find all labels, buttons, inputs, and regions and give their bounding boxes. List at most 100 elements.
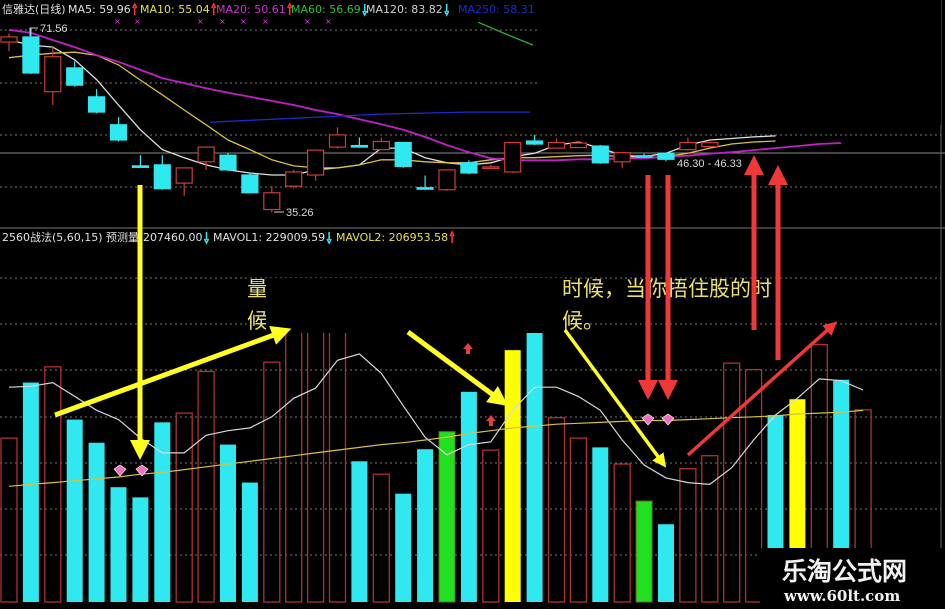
low-price-marker: 35.26 <box>274 207 314 219</box>
candle-body <box>504 141 522 173</box>
ma5-label: MA5: 59.96 <box>68 3 131 16</box>
yellow-arrows <box>54 185 667 468</box>
candle <box>460 160 478 174</box>
volume-bar <box>372 473 390 603</box>
volume-bar <box>241 482 258 602</box>
trend-up-icon <box>132 2 138 15</box>
watermark-background <box>760 548 945 609</box>
volume-bar <box>460 391 477 602</box>
candle-body <box>482 166 500 169</box>
annotation-line2-start: 候 <box>247 309 268 333</box>
volume-bar <box>306 329 325 603</box>
candle-body <box>350 144 368 148</box>
volume-bar <box>88 442 105 602</box>
volume-bar <box>635 500 653 603</box>
small-up-signals <box>463 343 496 426</box>
redaction-box <box>266 278 562 333</box>
volume-bar <box>833 379 850 602</box>
range-price-label: 46.30 - 46.33 <box>677 158 742 170</box>
candle <box>438 169 456 191</box>
annotation-line2-end: 候。 <box>562 309 604 333</box>
price-header-trend-icons <box>132 2 450 17</box>
low-price-label: 35.26 <box>286 207 314 219</box>
line-mavol1 <box>8 353 864 486</box>
ma-line-ma250 <box>209 111 530 123</box>
arrow-down-right-icon <box>406 329 509 406</box>
candle-body <box>438 169 456 191</box>
price-header: 信雅达(日线) MA5: 59.96 MA10: 55.04 MA20: 50.… <box>2 2 535 16</box>
candle-body <box>394 141 412 167</box>
stock-name: 信雅达(日线) <box>2 2 66 16</box>
candle-body <box>0 36 18 43</box>
candle <box>0 33 18 52</box>
overlay-mask <box>540 0 941 125</box>
high-price-marker: 71.56 <box>29 23 68 36</box>
candle-body <box>87 96 106 113</box>
trend-up-icon <box>449 230 455 243</box>
trend-down-icon <box>362 4 368 17</box>
diamond-icon <box>641 413 655 426</box>
volume-bar <box>569 437 588 603</box>
volume-bar <box>328 329 347 603</box>
candle <box>701 141 719 148</box>
candle <box>657 152 675 162</box>
trend-down-icon <box>444 4 450 17</box>
volume-bar <box>0 437 18 603</box>
candle <box>153 155 171 190</box>
red-arrows <box>638 155 838 457</box>
candle <box>241 172 259 194</box>
trend-down-icon <box>326 232 332 245</box>
x-mark-icon: × <box>325 17 332 26</box>
volume-bar <box>110 487 127 602</box>
candle <box>350 137 368 148</box>
x-mark-icon: × <box>304 17 311 26</box>
x-mark-icon: × <box>197 17 204 26</box>
candle <box>197 146 215 170</box>
small-up-arrow-icon <box>486 415 496 426</box>
candle <box>263 186 281 213</box>
volume-bar <box>66 419 83 602</box>
candle-body <box>109 124 128 141</box>
ma-line-ma20 <box>8 28 842 162</box>
candle-body <box>613 152 631 163</box>
trend-up-icon <box>211 2 217 15</box>
watermark: 乐淘公式网 www.60lt.com <box>760 548 945 609</box>
ma20-label: MA20: 50.61 <box>216 3 286 16</box>
volume-bar <box>482 449 500 603</box>
candle <box>307 149 325 181</box>
volume-header: 2560战法(5,60,15) 预测量 207460.00 MAVOL1: 22… <box>2 230 448 244</box>
candle-body <box>219 154 237 171</box>
candle-body <box>241 174 259 194</box>
candle <box>635 153 653 158</box>
annotation-line1-start: 量 <box>247 277 268 301</box>
annotation-text: 量 时候，当你捂住股的时 候 候。 <box>247 277 772 333</box>
line-mavol2 <box>8 409 864 487</box>
volume-bar <box>658 524 674 602</box>
arrow-up-right-icon <box>686 321 838 457</box>
volume-bar <box>417 449 434 602</box>
candle-body <box>285 171 303 187</box>
volume-bar <box>285 329 303 603</box>
price-panel <box>0 21 842 213</box>
volume-bar <box>395 493 412 602</box>
volume-bar <box>44 366 62 603</box>
candle <box>569 140 588 149</box>
candle <box>22 28 40 74</box>
candle-body <box>263 192 281 211</box>
candle <box>394 141 412 168</box>
ma10-label: MA10: 55.04 <box>140 3 210 16</box>
candle-body <box>635 155 653 158</box>
arrow-down-right-icon <box>563 328 667 468</box>
candle-body <box>153 164 171 190</box>
volume-bar <box>22 382 39 602</box>
candle <box>613 151 631 168</box>
diamond-signals <box>113 413 675 477</box>
candle-body <box>175 167 193 184</box>
candle <box>416 175 434 190</box>
diamond-icon <box>661 413 675 426</box>
volume-bar <box>744 368 763 603</box>
volume-bar <box>132 497 149 602</box>
volume-panel <box>0 329 872 603</box>
